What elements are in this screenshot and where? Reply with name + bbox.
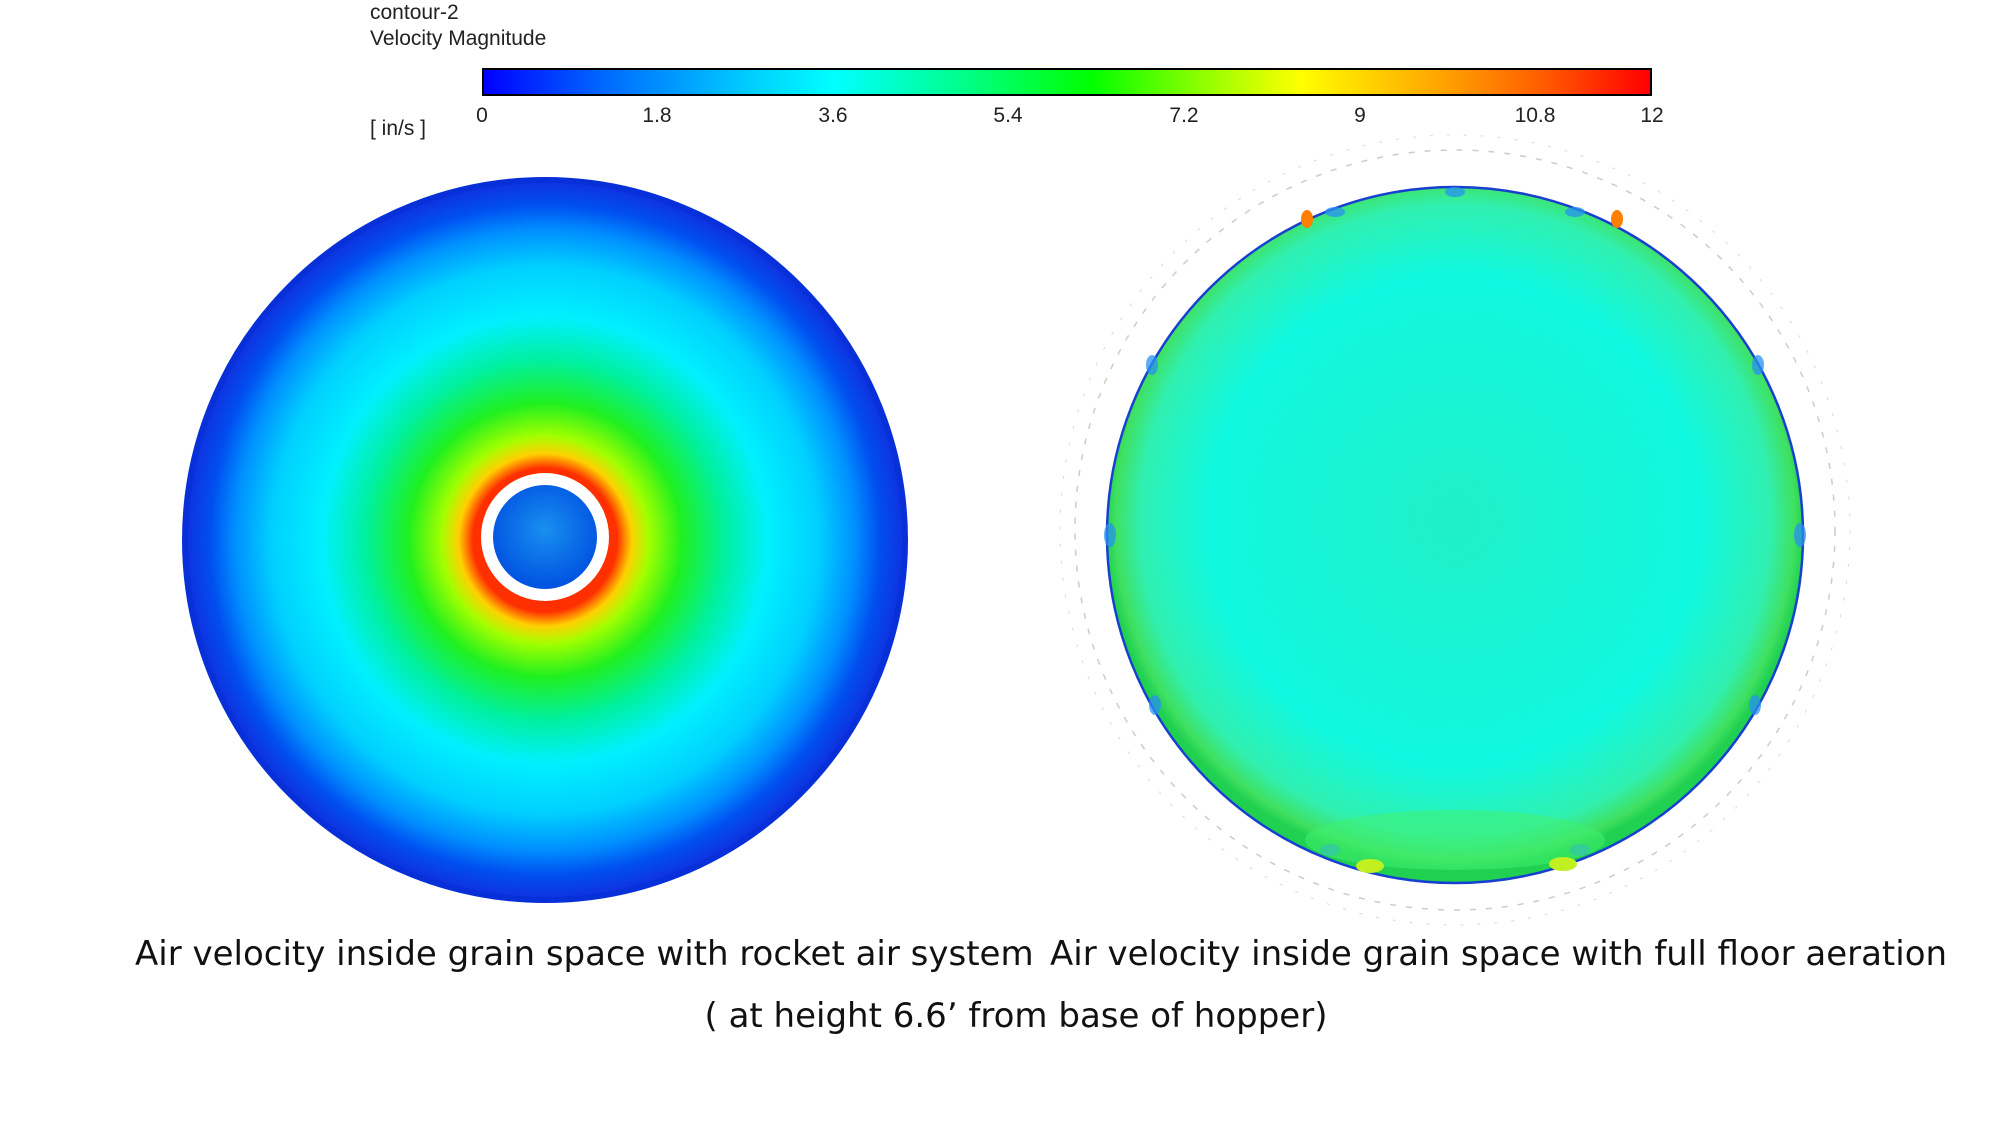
floor-aeration-contour [1059, 134, 1851, 926]
grain-space-disc [1107, 187, 1803, 883]
bottom-hot-spot [1356, 859, 1384, 873]
legend-unit-label: [ in/s ] [370, 117, 427, 140]
outer-structure-ring [1074, 149, 1836, 911]
colorbar-tick-label: 1.8 [642, 104, 672, 127]
colorbar [482, 68, 1652, 96]
inlet-hot-spot [1611, 210, 1623, 228]
colorbar-tick-label: 9 [1354, 104, 1366, 127]
colorbar-tick-label: 10.8 [1514, 104, 1556, 127]
colorbar-tick-label: 5.4 [993, 104, 1023, 127]
legend-quantity-label: Velocity Magnitude [370, 27, 547, 50]
inlet-hot-spot [1301, 210, 1313, 228]
caption-floor-aeration: Air velocity inside grain space with ful… [1050, 934, 1948, 974]
colorbar-tick-label: 3.6 [818, 104, 848, 127]
contour-name: contour-2 [370, 1, 459, 24]
colorbar-tick-label: 0 [476, 104, 488, 127]
colorbar-tick-label: 12 [1640, 104, 1664, 127]
caption-rocket-air: Air velocity inside grain space with roc… [135, 934, 1034, 974]
rocket-core [493, 485, 597, 589]
bottom-hot-spot [1549, 857, 1577, 871]
rocket-air-contour [182, 177, 908, 903]
bottom-green-band [1305, 810, 1605, 870]
bin-wall [182, 177, 908, 903]
height-note: ( at height 6.6’ from base of hopper) [704, 996, 1328, 1036]
outer-structure-ring [1059, 134, 1851, 926]
colorbar-tick-label: 7.2 [1169, 104, 1199, 127]
